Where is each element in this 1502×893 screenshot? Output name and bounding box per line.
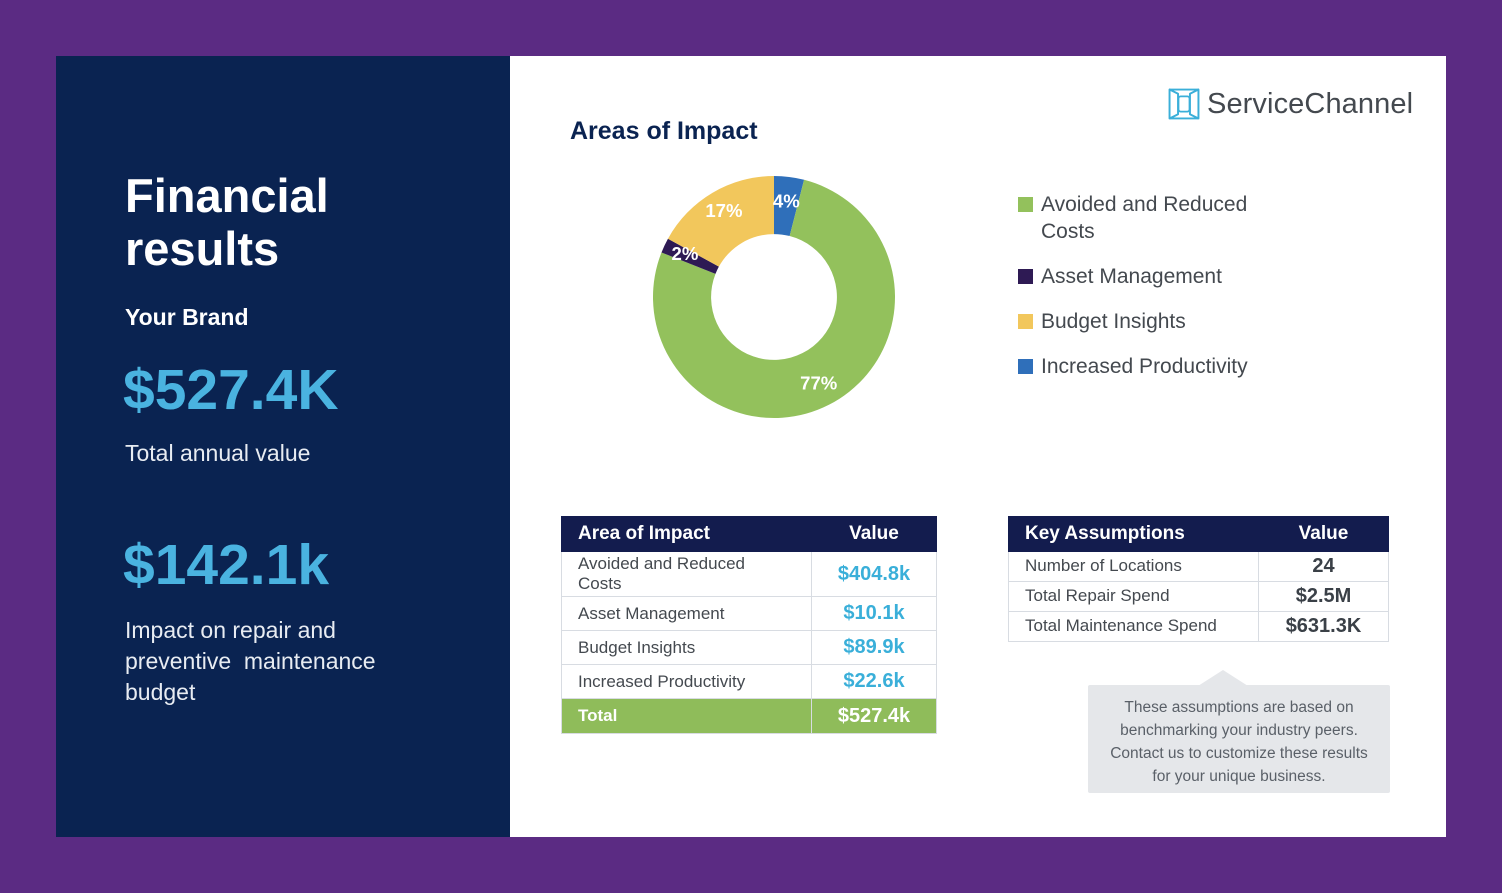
svg-text:4%: 4% [773,191,800,212]
svg-text:2%: 2% [672,243,699,264]
svg-text:17%: 17% [705,200,742,221]
svg-text:77%: 77% [800,373,837,394]
